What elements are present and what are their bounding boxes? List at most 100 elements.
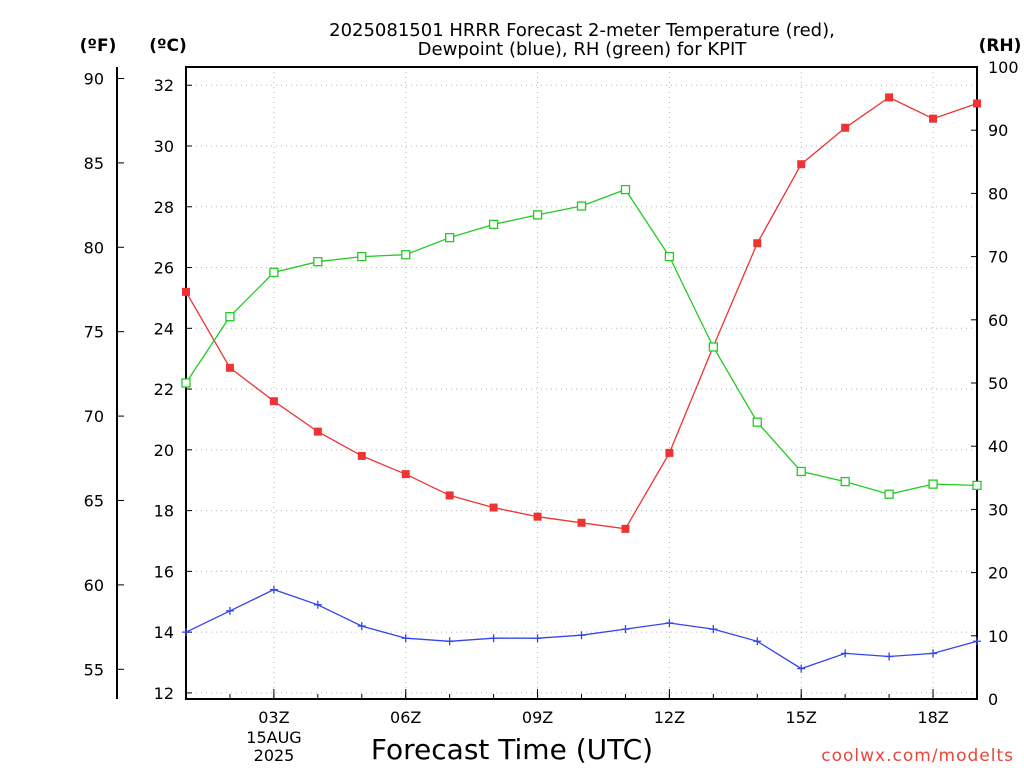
temperature-point — [973, 99, 981, 108]
dewpoint-point — [885, 652, 894, 661]
rh-point — [225, 311, 235, 322]
rh-point — [488, 219, 499, 230]
temperature-point — [929, 114, 938, 123]
rh-point — [796, 466, 806, 477]
temperature-point — [225, 363, 234, 372]
series-layer — [181, 93, 982, 673]
rh-point — [357, 251, 367, 262]
credit-label: coolwx.com/modelts — [821, 746, 1014, 766]
temperature-point — [753, 239, 762, 248]
fahrenheit-tick-label: 70 — [84, 407, 104, 426]
x-tick-label: 12Z — [654, 708, 685, 727]
dewpoint-point — [709, 625, 718, 634]
dewpoint-point — [797, 664, 806, 673]
rh-point — [664, 251, 675, 262]
dewpoint-point — [357, 622, 366, 631]
celsius-tick-label: 14 — [154, 623, 174, 642]
fahrenheit-tick-label: 60 — [84, 576, 104, 595]
rh-point — [840, 476, 850, 487]
rh-tick-label: 90 — [988, 121, 1008, 140]
rh-unit-label: (RH) — [979, 36, 1022, 56]
rh-point — [532, 210, 543, 220]
rh-point — [752, 417, 762, 427]
celsius-tick-label: 26 — [154, 259, 174, 278]
x-tick-label: 06Z — [390, 708, 421, 727]
rh-tick-label: 10 — [988, 627, 1008, 646]
dewpoint-point — [621, 625, 630, 634]
rh-line — [185, 188, 978, 495]
temperature-point — [445, 491, 454, 500]
dewpoint-point — [665, 619, 674, 628]
temperature-line — [185, 96, 978, 530]
axis-ticks: 12 14 16 18 20 22 24 26 28 30 32 55 60 65 70 75 80 85 90 0 1… — [84, 58, 1019, 727]
dewpoint-point — [445, 637, 454, 646]
temperature-point — [797, 160, 806, 169]
celsius-tick-label: 24 — [154, 319, 174, 338]
celsius-tick-label: 28 — [154, 198, 174, 217]
celsius-tick-label: 12 — [154, 684, 174, 703]
temperature-point — [489, 503, 498, 512]
x-tick-label: 15Z — [786, 708, 817, 727]
fahrenheit-tick-label: 90 — [84, 69, 104, 88]
celsius-tick-label: 18 — [154, 502, 174, 521]
grid-lines — [186, 67, 977, 699]
celsius-tick-label: 20 — [154, 441, 174, 460]
x-tick-label: 18Z — [917, 708, 948, 727]
dewpoint-point — [313, 600, 322, 609]
fahrenheit-tick-label: 80 — [84, 238, 104, 257]
rh-tick-label: 40 — [988, 437, 1008, 456]
temperature-point — [665, 448, 674, 457]
celsius-tick-label: 16 — [154, 562, 174, 581]
chart-title-line-1: 2025081501 HRRR Forecast 2-meter Tempera… — [329, 20, 835, 41]
dewpoint-point — [533, 634, 542, 643]
date-label-year: 2025 — [254, 746, 295, 765]
rh-tick-label: 30 — [988, 500, 1008, 519]
dewpoint-point — [401, 634, 410, 643]
rh-point — [181, 378, 191, 388]
dewpoint-point — [225, 606, 234, 615]
rh-point — [401, 250, 411, 260]
rh-point — [928, 479, 938, 489]
celsius-tick-label: 30 — [154, 137, 174, 156]
fahrenheit-tick-label: 65 — [84, 491, 104, 510]
rh-point — [269, 267, 279, 278]
dewpoint-line — [185, 588, 978, 670]
rh-point — [313, 257, 323, 267]
dewpoint-point — [182, 628, 190, 637]
rh-tick-label: 60 — [988, 311, 1008, 330]
dewpoint-point — [269, 585, 278, 594]
dewpoint-point — [577, 631, 586, 640]
rh-tick-label: 100 — [988, 58, 1019, 77]
rh-tick-label: 80 — [988, 184, 1008, 203]
rh-tick-label: 50 — [988, 374, 1008, 393]
temperature-point — [401, 470, 410, 479]
x-axis-title: Forecast Time (UTC) — [371, 733, 653, 766]
dewpoint-point — [753, 637, 762, 646]
plot-frame — [185, 66, 978, 700]
celsius-unit-label: (ºC) — [149, 36, 187, 56]
temperature-point — [357, 451, 366, 460]
date-label-day: 15AUG — [246, 728, 301, 747]
rh-point — [620, 184, 631, 195]
dewpoint-point — [973, 637, 981, 646]
celsius-tick-label: 22 — [154, 380, 174, 399]
rh-point — [884, 489, 894, 499]
rh-point — [576, 201, 587, 211]
celsius-tick-label: 32 — [154, 76, 174, 95]
fahrenheit-tick-label: 75 — [84, 323, 104, 342]
temperature-point — [885, 93, 894, 102]
dewpoint-point — [929, 649, 938, 658]
temperature-point — [182, 287, 190, 296]
rh-tick-label: 0 — [988, 690, 998, 709]
rh-tick-label: 20 — [988, 564, 1008, 583]
dewpoint-point — [489, 634, 498, 643]
x-tick-label: 03Z — [258, 708, 289, 727]
dewpoint-point — [841, 649, 850, 658]
temperature-point — [269, 397, 278, 406]
fahrenheit-tick-label: 55 — [84, 660, 104, 679]
temperature-point — [533, 512, 542, 521]
fahrenheit-unit-label: (ºF) — [80, 36, 117, 56]
chart-title-line-2: Dewpoint (blue), RH (green) for KPIT — [418, 39, 748, 60]
temperature-point — [577, 518, 586, 527]
